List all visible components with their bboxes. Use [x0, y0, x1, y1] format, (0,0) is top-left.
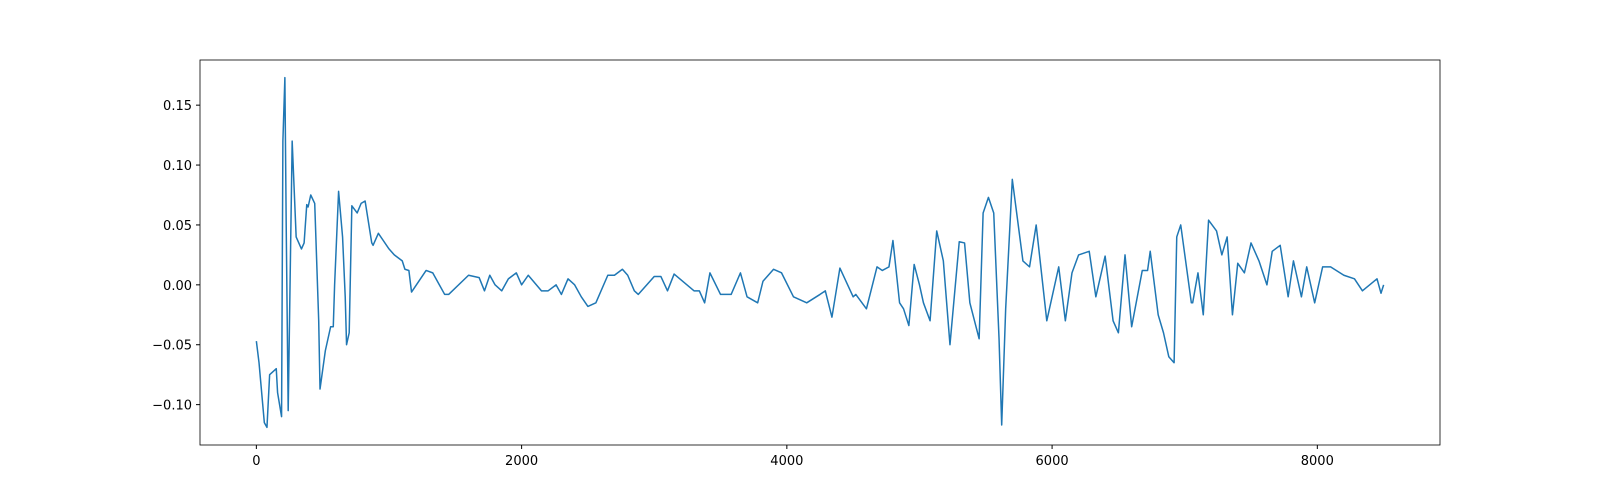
data-line — [255, 76, 1385, 429]
y-tick-label: 0.00 — [163, 279, 192, 294]
y-tick-label: 0.10 — [163, 159, 192, 174]
y-tick-label: −0.10 — [152, 399, 192, 414]
y-tick-label: 0.15 — [163, 99, 192, 114]
x-tick-label: 6000 — [1036, 454, 1069, 469]
y-tick-label: −0.05 — [152, 339, 192, 354]
plot-frame — [199, 59, 1441, 446]
x-tick-label: 0 — [252, 454, 260, 469]
x-tick-label: 4000 — [770, 454, 803, 469]
y-tick-label: 0.05 — [163, 219, 192, 234]
x-tick-label: 2000 — [505, 454, 538, 469]
x-tick-label: 8000 — [1301, 454, 1334, 469]
